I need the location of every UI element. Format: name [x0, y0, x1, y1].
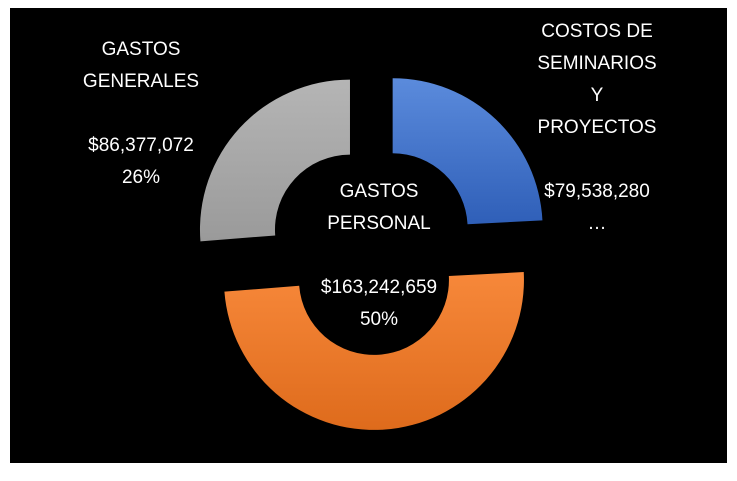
- donut-slice: [199, 79, 350, 242]
- category-label: COSTOS DE SEMINARIOS Y PROYECTOS: [537, 21, 657, 138]
- value-label: $163,242,659: [320, 277, 438, 298]
- donut-slice: [392, 78, 543, 225]
- category-label: GASTOS PERSONAL: [327, 181, 431, 234]
- percent-label: 26%: [121, 167, 161, 188]
- donut-slice: [224, 272, 524, 430]
- spacer: [318, 240, 440, 272]
- value-label: $86,377,072: [88, 135, 194, 156]
- percent-label: 50%: [359, 309, 399, 330]
- data-label: GASTOS GENERALES $86,377,072 26%: [80, 34, 202, 194]
- spacer: [535, 144, 659, 176]
- data-label: GASTOS PERSONAL $163,242,659 50%: [318, 176, 440, 336]
- spacer: [80, 98, 202, 130]
- value-label: $79,538,280…: [544, 181, 650, 234]
- category-label: GASTOS GENERALES: [82, 39, 200, 92]
- data-label: COSTOS DE SEMINARIOS Y PROYECTOS $79,538,…: [535, 16, 659, 240]
